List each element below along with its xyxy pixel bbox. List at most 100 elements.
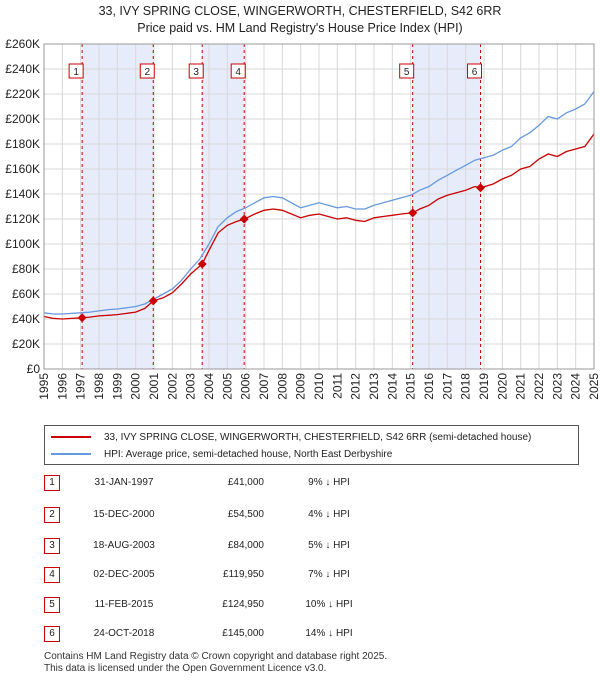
transaction-price: £145,000 <box>222 628 264 639</box>
transaction-date: 11-FEB-2015 <box>94 599 154 610</box>
table-row: 4 02-DEC-2005 £119,950 7% ↓ HPI <box>44 567 444 585</box>
transaction-hpi-diff: 7% ↓ HPI <box>308 569 350 580</box>
sale-point <box>148 296 158 306</box>
transaction-date: 15-DEC-2000 <box>93 509 155 520</box>
transaction-number: 2 <box>44 507 60 523</box>
plot-border <box>43 43 595 370</box>
chart-subtitle: Price paid vs. HM Land Registry's House … <box>137 21 463 35</box>
x-tick-label: 2016 <box>422 373 436 400</box>
legend-label-hpi: HPI: Average price, semi-detached house,… <box>104 448 393 460</box>
x-tick-label: 2012 <box>349 373 363 400</box>
legend-item-property: 33, IVY SPRING CLOSE, WINGERWORTH, CHEST… <box>51 429 531 445</box>
sale-point <box>408 208 418 218</box>
x-tick-label: 1995 <box>37 373 51 400</box>
x-tick-label: 2020 <box>495 373 509 400</box>
y-tick-label: £120K <box>5 212 40 226</box>
transaction-price: £119,950 <box>223 569 264 580</box>
transaction-number: 3 <box>44 538 60 554</box>
x-tick-label: 2024 <box>569 373 583 400</box>
transaction-number: 4 <box>44 567 60 583</box>
transaction-date: 31-JAN-1997 <box>94 477 154 488</box>
x-tick-label: 1997 <box>74 373 88 400</box>
x-tick-label: 1998 <box>92 373 106 400</box>
legend-line-property <box>51 436 91 438</box>
x-tick-label: 2003 <box>184 373 198 400</box>
x-tick-label: 2017 <box>440 373 454 400</box>
x-tick-label: 1996 <box>55 373 69 400</box>
shaded-period <box>412 44 481 369</box>
transaction-hpi-diff: 5% ↓ HPI <box>308 540 350 551</box>
sale-point <box>239 214 249 224</box>
x-tick-label: 2013 <box>367 373 381 400</box>
sale-marker-label: 3 <box>193 67 199 78</box>
x-tick-label: 2000 <box>129 373 143 400</box>
sale-marker-box <box>188 63 204 79</box>
sale-marker-box <box>467 63 483 79</box>
sale-point <box>476 183 486 193</box>
x-tick-label: 2011 <box>330 373 344 399</box>
table-row: 2 15-DEC-2000 £54,500 4% ↓ HPI <box>44 507 444 525</box>
x-tick-label: 2008 <box>275 373 289 400</box>
transaction-number: 6 <box>44 626 60 642</box>
transaction-hpi-diff: 10% ↓ HPI <box>305 599 353 610</box>
x-tick-label: 2005 <box>220 373 234 400</box>
sale-marker-box <box>399 63 415 79</box>
transaction-price: £54,500 <box>227 509 264 520</box>
hpi-line <box>43 91 595 315</box>
transaction-price: £124,950 <box>222 599 264 610</box>
x-tick-label: 2014 <box>385 373 399 400</box>
x-tick-label: 2019 <box>477 373 491 400</box>
x-tick-label: 2009 <box>294 373 308 400</box>
property-price-line <box>43 133 595 320</box>
footer-copyright: Contains HM Land Registry data © Crown c… <box>44 651 388 662</box>
x-tick-label: 2025 <box>587 373 600 400</box>
transaction-number: 5 <box>44 597 60 613</box>
transaction-price: £84,000 <box>227 540 264 551</box>
y-tick-label: £100K <box>5 237 40 251</box>
y-tick-label: £80K <box>12 262 40 276</box>
table-row: 1 31-JAN-1997 £41,000 9% ↓ HPI <box>44 475 444 493</box>
sale-marker-label: 5 <box>404 67 410 78</box>
x-tick-label: 2022 <box>532 373 546 400</box>
x-tick-label: 2010 <box>312 373 326 400</box>
x-tick-label: 2015 <box>404 373 418 400</box>
y-tick-label: £0 <box>27 362 41 376</box>
y-tick-label: £240K <box>5 62 40 76</box>
x-tick-label: 2001 <box>147 373 161 400</box>
chart-title: 33, IVY SPRING CLOSE, WINGERWORTH, CHEST… <box>98 4 502 18</box>
transaction-hpi-diff: 14% ↓ HPI <box>305 628 353 639</box>
transaction-date: 18-AUG-2003 <box>93 540 155 551</box>
y-tick-label: £200K <box>5 112 40 126</box>
price-chart: £0 £20K £40K £60K £80K £100K £120K £140K £160K £1… <box>5 37 600 400</box>
y-tick-label: £260K <box>5 37 40 51</box>
transaction-price: £41,000 <box>227 477 264 488</box>
transaction-hpi-diff: 9% ↓ HPI <box>308 477 350 488</box>
legend-line-hpi <box>51 453 91 455</box>
y-tick-label: £160K <box>5 162 40 176</box>
table-row: 6 24-OCT-2018 £145,000 14% ↓ HPI <box>44 626 444 644</box>
table-row: 5 11-FEB-2015 £124,950 10% ↓ HPI <box>44 597 444 615</box>
sale-marker-box <box>68 63 84 79</box>
x-tick-label: 2023 <box>550 373 564 400</box>
x-tick-label: 2002 <box>165 373 179 400</box>
legend-item-hpi: HPI: Average price, semi-detached house,… <box>51 446 392 462</box>
y-tick-label: £140K <box>5 187 40 201</box>
x-tick-label: 1999 <box>110 373 124 400</box>
footer-licence: This data is licensed under the Open Gov… <box>44 663 327 674</box>
sale-marker-label: 1 <box>73 67 79 78</box>
y-tick-label: £60K <box>12 287 40 301</box>
y-tick-label: £20K <box>12 337 40 351</box>
transaction-date: 24-OCT-2018 <box>93 628 155 639</box>
x-tick-label: 2021 <box>514 373 528 400</box>
x-tick-label: 2007 <box>257 373 271 400</box>
sale-marker-label: 6 <box>472 67 478 78</box>
sale-marker-label: 4 <box>235 67 241 78</box>
x-tick-label: 2006 <box>239 373 253 400</box>
x-tick-label: 2004 <box>202 373 216 400</box>
transaction-date: 02-DEC-2005 <box>93 569 155 580</box>
sale-point <box>77 313 87 323</box>
sale-point <box>197 259 207 269</box>
transaction-number: 1 <box>44 475 60 491</box>
sale-marker-box <box>139 63 155 79</box>
table-row: 3 18-AUG-2003 £84,000 5% ↓ HPI <box>44 538 444 556</box>
